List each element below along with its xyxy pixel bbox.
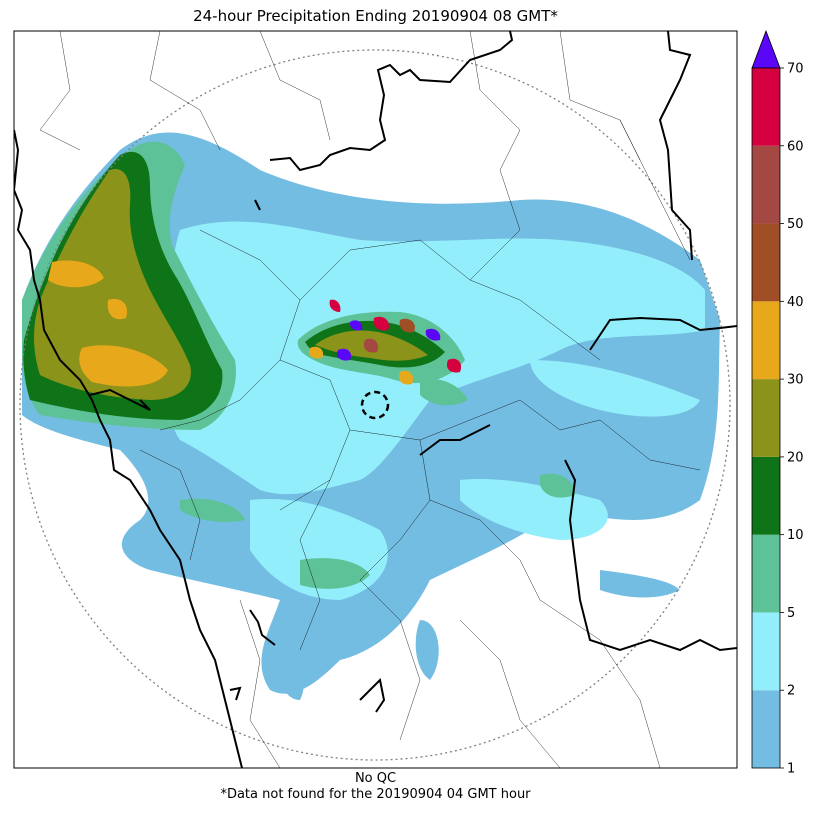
colorbar-tick-label: 5 <box>787 606 795 621</box>
convective-cells <box>297 299 465 385</box>
colorbar-segment <box>752 534 780 613</box>
missing-data-note: *Data not found for the 20190904 04 GMT … <box>220 787 531 802</box>
colorbar-segment <box>752 379 780 457</box>
colorbar-tick-label: 10 <box>787 528 804 543</box>
colorbar-tick-label: 60 <box>787 139 804 154</box>
qc-note: No QC <box>354 771 397 786</box>
colorbar-segment <box>752 145 780 224</box>
colorbar-segment <box>752 301 780 380</box>
colorbar-overflow-arrow <box>751 29 781 69</box>
colorbar-segment <box>752 223 780 302</box>
precip-band-20-30 <box>34 169 191 400</box>
colorbar-tick-label: 2 <box>787 684 795 699</box>
map-content <box>14 31 737 768</box>
colorbar-frame <box>751 67 781 769</box>
colorbar-tick-label: 1 <box>787 762 795 777</box>
map-title: 24-hour Precipitation Ending 20190904 08… <box>193 7 558 25</box>
colorbar-segment <box>752 690 780 768</box>
colorbar-tick-label: 40 <box>787 295 804 310</box>
colorbar-tick-label: 50 <box>787 217 804 232</box>
radar-range-ring <box>19 49 731 761</box>
radar-site-marker <box>360 390 390 420</box>
map-frame <box>13 30 738 769</box>
colorbar-tick-label: 20 <box>787 450 804 465</box>
colorbar: 1 2 5 10 20 30 40 50 60 70 <box>751 29 804 777</box>
district-boundaries <box>39 31 701 768</box>
colorbar-segment <box>752 68 780 146</box>
precip-band-30-40 <box>48 260 168 387</box>
colorbar-tick-label: 70 <box>787 62 804 77</box>
colorbar-tick-label: 30 <box>787 373 804 388</box>
colorbar-segment <box>752 612 780 691</box>
colorbar-segment <box>752 456 780 535</box>
state-boundaries <box>14 31 737 768</box>
